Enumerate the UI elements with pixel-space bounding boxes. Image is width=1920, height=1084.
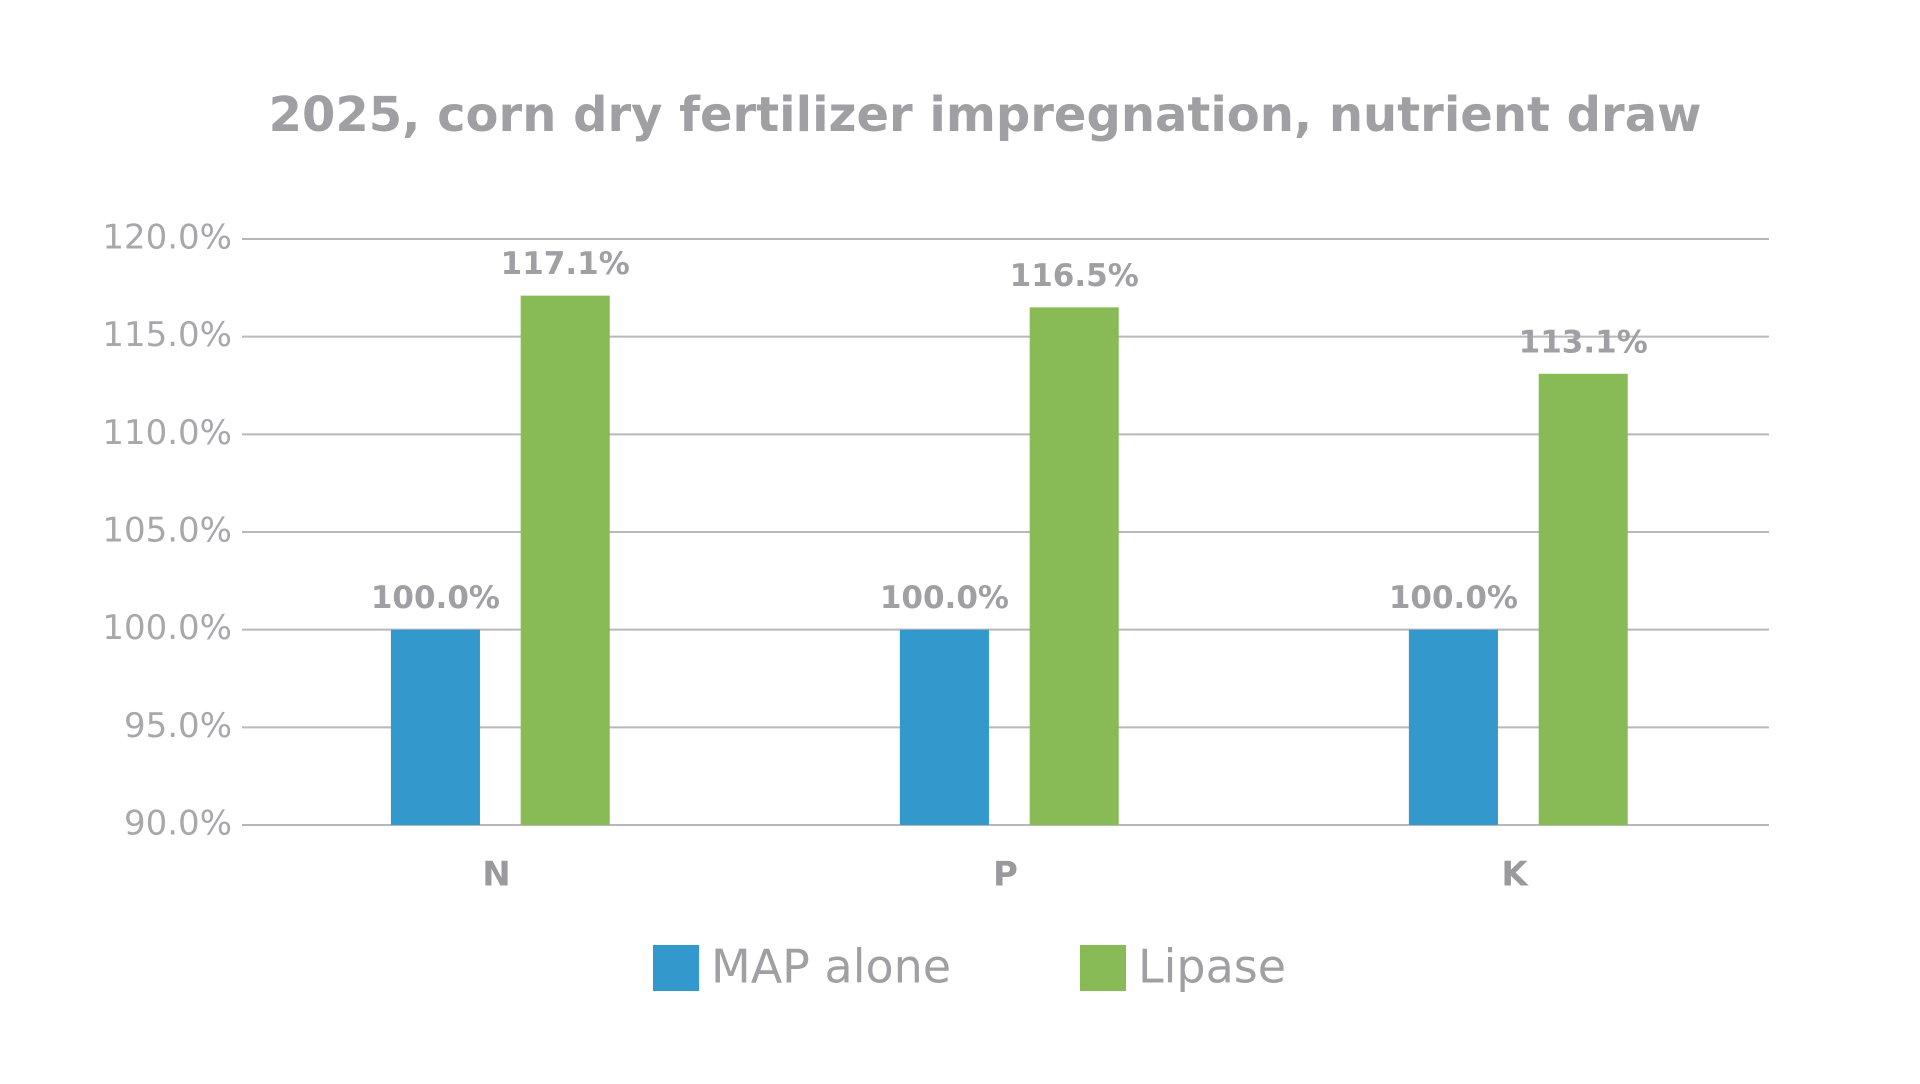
data-label: 117.1%: [501, 246, 630, 282]
legend-label: Lipase: [1138, 940, 1286, 994]
chart-title: 2025, corn dry fertilizer impregnation, …: [269, 87, 1702, 143]
data-label: 100.0%: [1389, 580, 1518, 616]
y-tick-label: 115.0%: [102, 315, 232, 355]
bar: [1029, 307, 1119, 825]
y-tick-label: 90.0%: [124, 804, 232, 844]
bar: [1408, 629, 1498, 825]
bar: [1538, 373, 1628, 825]
y-tick-label: 105.0%: [102, 511, 232, 551]
x-tick-label: P: [993, 855, 1018, 895]
data-label: 100.0%: [880, 580, 1009, 616]
y-tick-label: 95.0%: [124, 706, 232, 746]
legend-swatch: [653, 945, 699, 991]
data-label: 116.5%: [1010, 258, 1139, 294]
legend-label: MAP alone: [711, 940, 951, 994]
x-tick-label: K: [1501, 855, 1529, 895]
legend-swatch: [1080, 945, 1126, 991]
bar: [899, 629, 989, 825]
bar: [390, 629, 480, 825]
x-tick-label: N: [482, 855, 510, 895]
data-label: 113.1%: [1519, 324, 1648, 360]
bar: [520, 295, 610, 825]
y-tick-label: 100.0%: [102, 608, 232, 648]
y-tick-label: 120.0%: [102, 218, 232, 258]
y-tick-label: 110.0%: [102, 413, 232, 453]
data-label: 100.0%: [371, 580, 500, 616]
